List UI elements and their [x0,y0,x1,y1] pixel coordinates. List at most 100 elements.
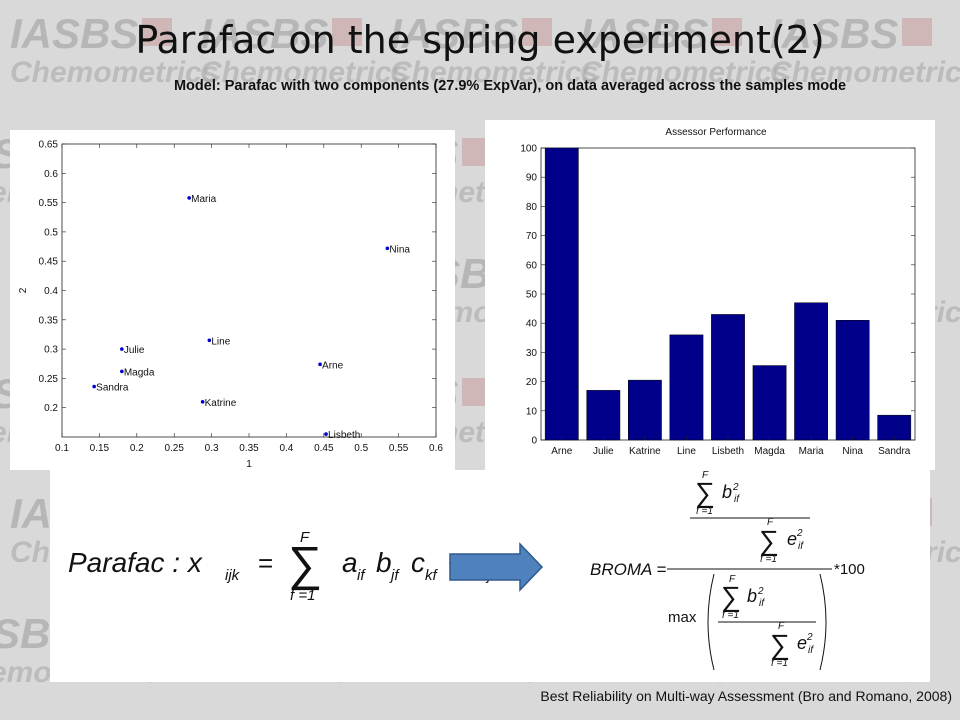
watermark-text-bottom: Chemometrics [200,56,408,89]
y-tick-label: 70 [526,231,538,242]
watermark-logo-block [902,18,932,46]
scatter-point-label: Line [211,336,230,347]
broma-den-e-sum-top: F [778,621,785,632]
slide-subtitle: Model: Parafac with two components (27.9… [173,78,847,94]
y-tick-label: 50 [526,290,538,301]
x-tick-label: 0.15 [90,443,110,454]
y-tick-label: 10 [526,406,538,417]
bar [669,334,704,441]
scatter-point [187,196,191,200]
right-arrow-icon [449,542,544,592]
y-tick-label: 60 [526,260,538,271]
broma-den-sum-sign: ∑ [721,581,741,612]
x-tick-label: 0.4 [279,443,293,454]
scatter-point [324,432,328,436]
broma-den-e-sub: if [808,645,814,656]
formula-panel: Parafac : x ijk = F ∑ f =1 a if b jf c k… [50,470,930,682]
broma-den-e-sum-bottom: f =1 [771,658,788,669]
watermark-logo-block [712,18,742,46]
y-tick-label: 0.2 [44,403,58,414]
slide-title: Parafac on the spring experiment(2) [135,18,825,62]
scatter-plot-area [61,143,437,438]
parafac-prefix-sub: ijk [225,567,241,584]
y-tick-label: 0.6 [44,169,58,180]
bar [877,414,912,441]
broma-den-sum-top: F [729,574,736,585]
scatter-point-label: Sandra [96,383,129,394]
parafac-sum-bottom: f =1 [290,587,315,604]
parafac-sum-sign: ∑ [288,538,322,591]
y-tick-label: 0.5 [44,227,58,238]
bar [794,302,828,441]
bar [586,390,621,441]
broma-num-sum-sign: ∑ [695,477,715,508]
formula-area: Parafac : x ijk = F ∑ f =1 a if b jf c k… [68,470,865,671]
broma-den-e-sum-sign: ∑ [770,629,790,660]
broma-den-e: e [797,633,807,653]
x-tick-label: Nina [842,446,863,457]
x-axis-label: 1 [246,459,252,470]
bar-chart-panel: Assessor Performance 0 10 20 30 40 50 60 70 80 90 1… [485,120,935,470]
watermark-logo-block [522,18,552,46]
broma-num-e-sub: if [798,541,804,552]
x-tick-label: 0.45 [314,443,334,454]
y-tick-label: 30 [526,348,538,359]
scatter-chart-panel: 0.1 0.15 0.2 0.25 0.3 0.35 0.4 0.45 0.5 0.55 0.6 0.… [10,130,455,470]
bar [835,320,870,441]
x-tick-label: Line [677,446,696,457]
x-tick-label: 0.2 [130,443,144,454]
broma-left-paren [707,573,715,671]
broma-formula: BROMA = *100 F ∑ f =1 b 2 if F ∑ f =1 e … [590,470,865,671]
x-tick-label: Arne [551,446,573,457]
bar [711,314,745,441]
x-tick-label: 0.1 [55,443,69,454]
parafac-term-b: b [376,547,392,578]
scatter-point-label: Katrine [205,398,237,409]
y-tick-label: 90 [526,173,538,184]
watermark-logo-block [142,18,172,46]
broma-num-e: e [787,529,797,549]
bar-chart: Assessor Performance 0 10 20 30 40 50 60 70 80 90 1… [520,127,916,457]
broma-num-b-sq: 2 [732,482,739,493]
y-tick-label: 0.25 [39,374,59,385]
x-tick-label: Lisbeth [712,446,744,457]
broma-num-e-sum-bottom: f =1 [760,554,777,565]
broma-right-paren [819,573,827,671]
watermark-text-top: IASBS [390,10,518,57]
scatter-point-label: Arne [322,360,344,371]
broma-den-b-sub: if [759,598,765,609]
y-tick-label: 0 [531,436,537,447]
x-tick-label: 0.55 [389,443,409,454]
broma-max: max [668,609,697,626]
parafac-equals: = [258,548,273,578]
scatter-point-label: Julie [124,345,145,356]
parafac-sum-top: F [300,529,310,546]
parafac-prefix: Parafac : x [68,547,203,578]
broma-multiplier: *100 [834,561,865,578]
scatter-point [207,338,212,343]
x-tick-label: 0.3 [205,443,219,454]
broma-den-sum-bottom: f =1 [722,610,739,621]
x-tick-label: 0.6 [429,443,443,454]
scatter-point-label: Magda [124,367,155,378]
parafac-term-c-sub: kf [425,567,439,584]
y-tick-label: 0.45 [39,257,59,268]
x-tick-label: 0.35 [239,443,259,454]
watermark-text-bottom: Chemometrics [580,56,788,89]
x-tick-label: Julie [593,446,614,457]
y-tick-label: 0.65 [39,140,59,151]
parafac-term-a-sub: if [357,567,366,584]
bar [628,379,662,441]
y-tick-label: 0.4 [44,286,58,297]
watermark-text-bottom: Chemometrics [10,56,218,89]
scatter-point-label: Lisbeth [328,430,360,441]
broma-num-b-sub: if [734,494,740,505]
scatter-point [120,369,124,374]
y-tick-label: 0.3 [44,345,58,356]
y-tick-label: 100 [520,144,537,155]
broma-num-e-sq: 2 [796,528,803,539]
